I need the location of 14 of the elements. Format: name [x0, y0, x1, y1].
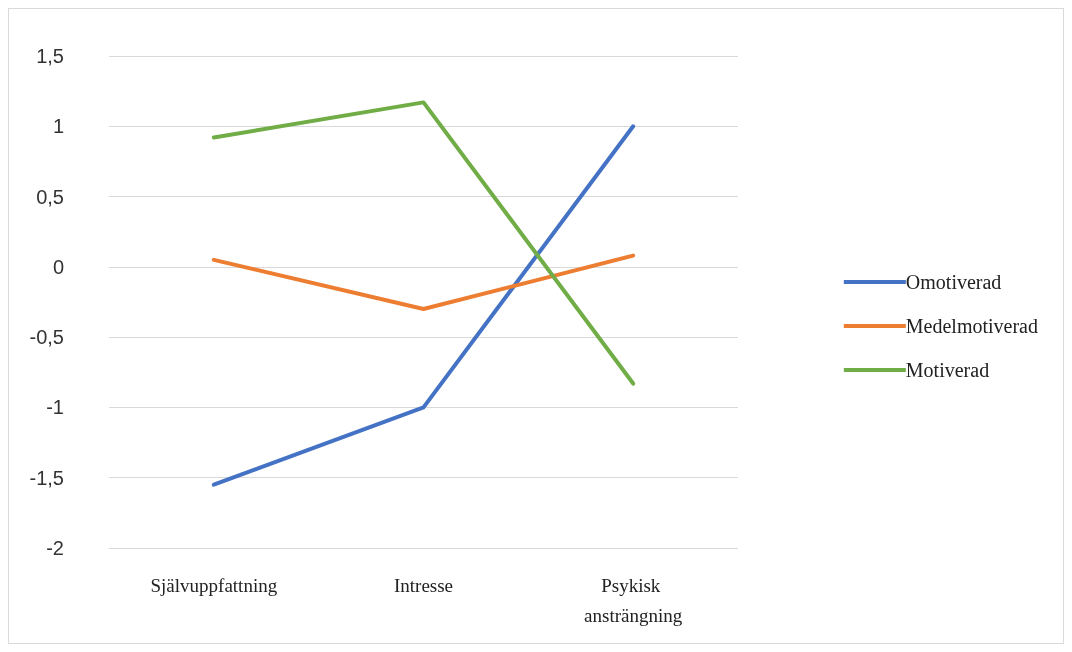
y-tick-label: 1,5	[36, 45, 64, 67]
y-tick-label: -0,5	[29, 326, 64, 349]
y-tick-label: -2	[46, 537, 64, 559]
y-tick-label: 0	[52, 255, 64, 278]
y-tick-label: -1,5	[29, 466, 64, 489]
y-tick-label: 1	[52, 115, 64, 138]
legend-label: Medelmotiverad	[905, 315, 1039, 337]
y-tick-label: 0,5	[36, 185, 64, 208]
legend-label: Motiverad	[905, 359, 990, 381]
x-tick-label: Självuppfattning	[150, 574, 278, 596]
y-tick-label: -1	[46, 396, 64, 419]
x-tick-label: Intresse	[393, 574, 454, 596]
legend-label: Omotiverad	[905, 271, 1002, 293]
x-tick-label: Psykisk ansträngning	[584, 574, 683, 626]
